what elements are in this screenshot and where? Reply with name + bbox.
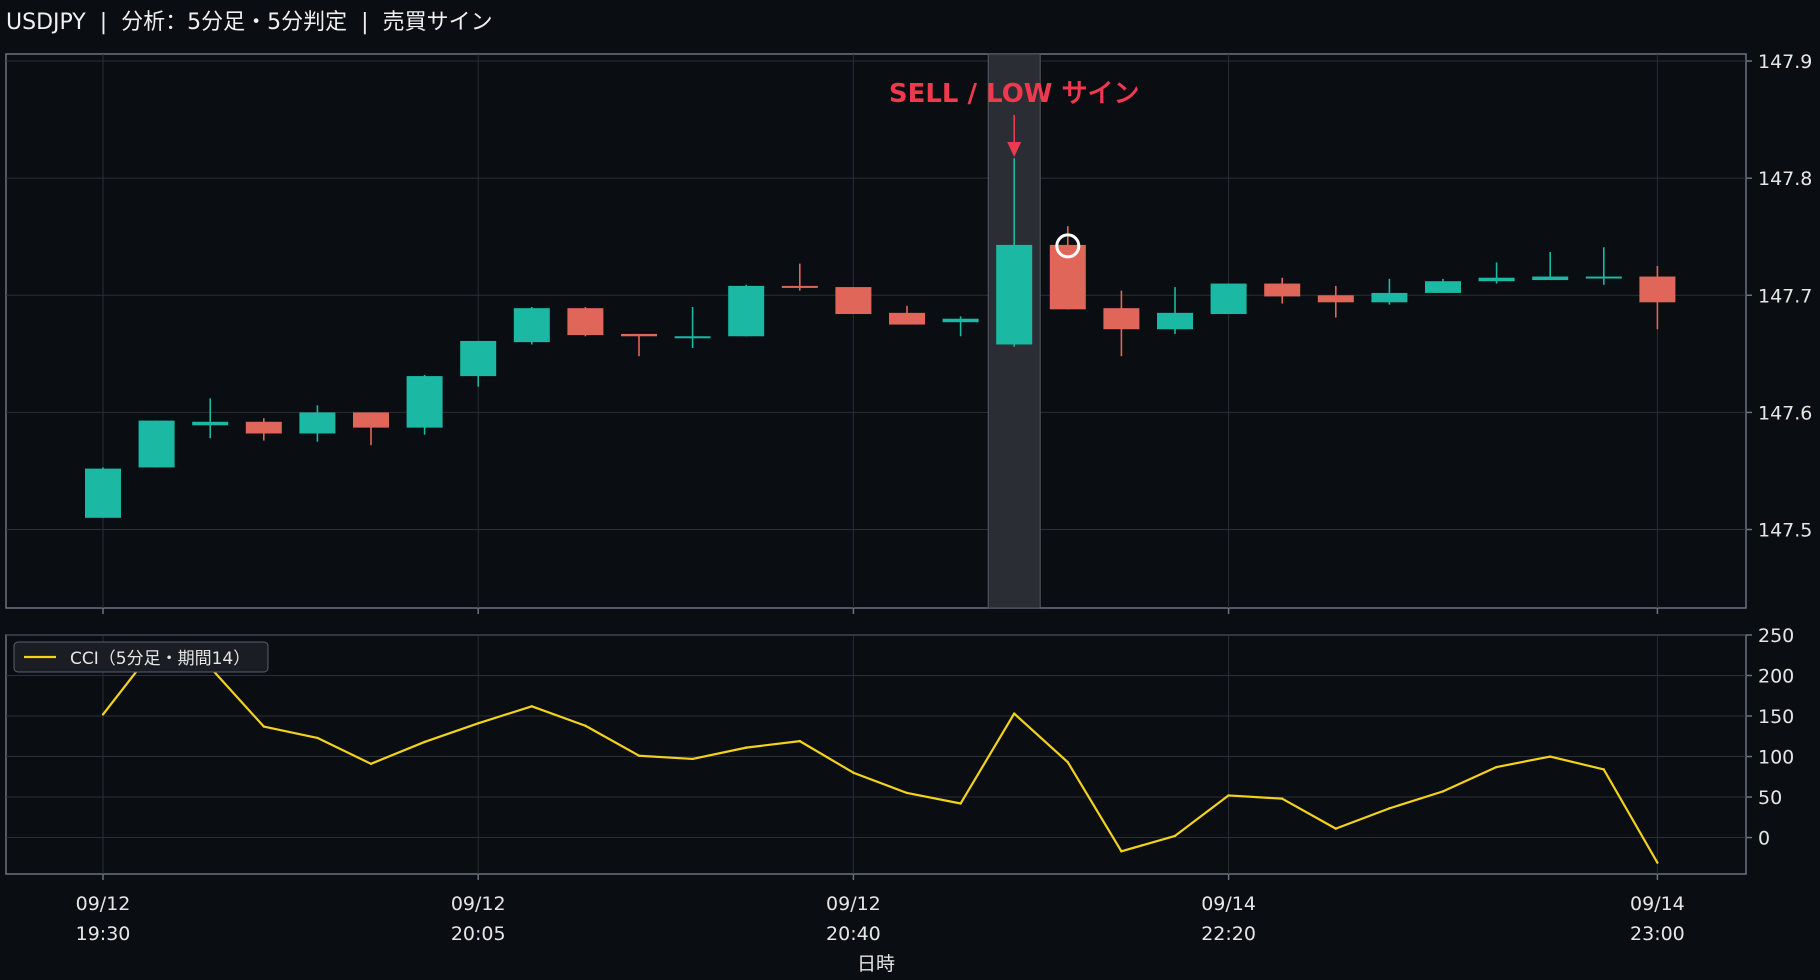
candle-body <box>1210 283 1247 315</box>
cci-data-point <box>423 740 426 744</box>
price-ytick-label: 147.5 <box>1758 520 1812 542</box>
cci-data-point <box>637 754 641 757</box>
cci-data-point <box>798 739 801 743</box>
candle-body <box>192 421 229 426</box>
symbol-label: USDJPY <box>6 10 86 35</box>
candle-body <box>513 308 550 343</box>
cci-legend-box <box>13 641 269 673</box>
title-separator: | <box>99 10 108 35</box>
cci-ytick-label: 0 <box>1758 828 1770 850</box>
cci-data-point <box>1388 807 1391 810</box>
candle-body <box>942 318 979 323</box>
candle-body <box>1532 276 1569 281</box>
candle-body <box>1157 312 1193 330</box>
cci-data-point <box>1120 850 1123 853</box>
cci-data-point <box>262 725 265 728</box>
candle-body <box>889 312 925 325</box>
cci-data-point <box>1495 765 1498 769</box>
price-ytick-label: 147.8 <box>1758 168 1812 190</box>
candle-body <box>1317 295 1354 303</box>
x-axis: 09/12 19:30 09/12 20:05 09/12 20:40 09/14 22:20… <box>76 608 1685 975</box>
candle-body <box>1639 276 1676 303</box>
candle-body <box>460 340 497 377</box>
cci-data-point <box>1441 790 1445 793</box>
candle-body <box>245 421 282 434</box>
signal-arrow-head <box>1007 142 1022 157</box>
cci-data-point <box>101 713 105 716</box>
candle-body <box>1371 292 1408 303</box>
candle-body <box>674 336 711 339</box>
cci-legend: CCI（5分足・期間14） <box>13 641 269 673</box>
cci-data-point <box>1281 797 1284 800</box>
candle-body <box>567 308 604 336</box>
xtick-time-label: 19:30 <box>76 923 131 945</box>
title-separator: | <box>361 10 369 35</box>
candle-body <box>406 376 443 428</box>
candle-body <box>1049 244 1086 310</box>
signals-label: 売買サイン <box>382 10 493 35</box>
analysis-label: 分析：5分足・5分判定 <box>121 10 348 35</box>
xtick-time-label: 20:40 <box>826 923 881 945</box>
cci-data-point <box>1334 827 1338 830</box>
cci-data-point <box>1656 861 1659 864</box>
price-panel: 147.5 147.6 147.7 147.8 147.9 SELL / LOW サイン <box>5 51 1812 609</box>
cci-panel: 250 200 150 100 50 0 CCI（5分足・期間14） <box>5 625 1794 875</box>
chart-title-bar: USDJPY | 分析：5分足・5分判定 | 売買サイン <box>6 4 493 36</box>
candle-body <box>621 333 657 337</box>
xtick-date-label: 09/14 <box>1630 893 1685 915</box>
cci-data-point <box>852 771 855 774</box>
xtick-date-label: 09/14 <box>1201 893 1256 915</box>
cci-ytick-label: 50 <box>1758 787 1782 809</box>
cci-data-point <box>584 724 587 727</box>
xtick-time-label: 22:20 <box>1201 923 1256 945</box>
cci-legend-label: CCI（5分足・期間14） <box>70 649 250 669</box>
candle-body <box>138 420 175 468</box>
cci-data-point <box>1173 834 1177 838</box>
price-ytick-label: 147.9 <box>1758 51 1812 73</box>
price-ytick-label: 147.6 <box>1758 402 1812 424</box>
sell-signal-annotation: SELL / LOW サイン <box>889 79 1140 109</box>
signal-marker-circle <box>1055 233 1081 259</box>
cci-data-point <box>905 791 909 795</box>
candle-body <box>1478 277 1515 282</box>
xtick-time-label: 23:00 <box>1630 923 1685 945</box>
candle-body <box>1103 308 1140 330</box>
cci-data-point <box>1549 755 1552 758</box>
cci-data-point <box>959 802 962 805</box>
xtick-date-label: 09/12 <box>451 893 506 915</box>
candle-body <box>1264 283 1301 297</box>
cci-ytick-label: 250 <box>1758 625 1794 647</box>
candle-body <box>781 285 818 288</box>
cci-series-line <box>102 644 1659 864</box>
candle-body <box>728 285 765 337</box>
candle-body <box>1425 281 1461 293</box>
cci-data-point <box>1227 794 1230 797</box>
price-ytick-label: 147.7 <box>1758 285 1812 307</box>
candle-body <box>299 412 336 434</box>
candle-body <box>85 468 121 518</box>
xtick-time-label: 20:05 <box>451 923 506 945</box>
xtick-date-label: 09/12 <box>826 893 881 915</box>
xtick-date-label: 09/12 <box>76 893 131 915</box>
cci-ytick-label: 150 <box>1758 706 1794 728</box>
cci-data-point <box>477 722 480 725</box>
cci-ytick-label: 200 <box>1758 666 1794 688</box>
cci-data-point <box>316 736 319 740</box>
cci-data-point <box>691 757 694 761</box>
cci-data-point <box>1066 760 1070 764</box>
cci-data-point <box>369 762 373 766</box>
candle-body <box>996 244 1033 345</box>
cci-data-point <box>745 746 748 749</box>
x-axis-label: 日時 <box>857 953 895 975</box>
cci-ytick-label: 100 <box>1758 747 1794 769</box>
candle-body <box>835 287 872 315</box>
price-panel-frame <box>5 53 1747 609</box>
cci-data-point <box>1013 712 1016 715</box>
cci-data-point <box>530 705 533 708</box>
cci-data-point <box>1602 768 1606 771</box>
candle-body <box>353 412 389 428</box>
candle-body <box>1585 276 1622 279</box>
